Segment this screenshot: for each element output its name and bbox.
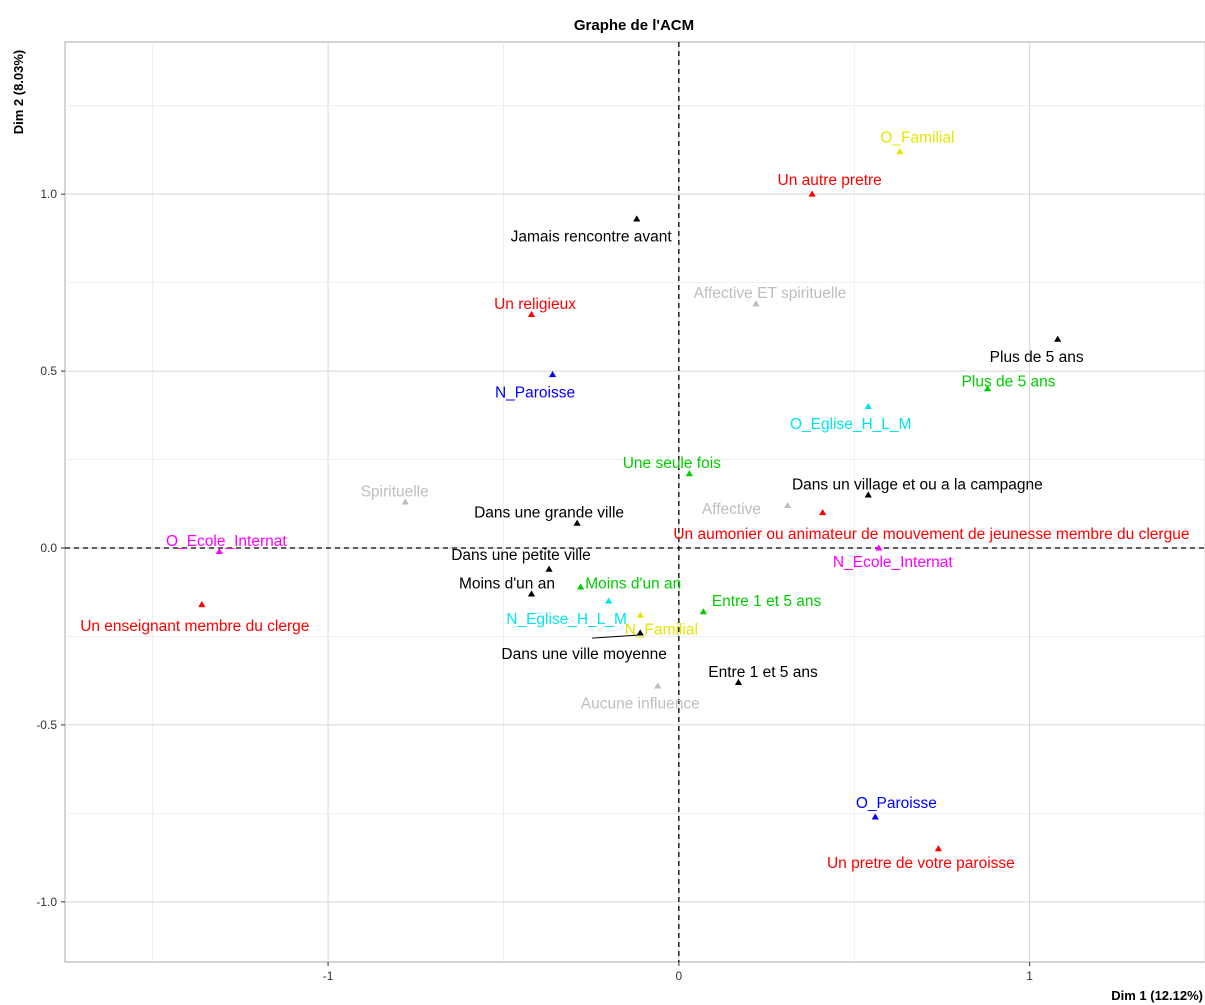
point-label: N_Ecole_Internat [833,554,953,571]
point-label: N_Eglise_H_L_M [506,611,627,628]
x-tick-label: -1 [323,969,334,983]
x-axis-title: Dim 1 (12.12%) [1111,988,1203,1003]
data-point [636,611,644,618]
data-point [864,491,872,498]
plot-background [64,41,1205,963]
y-tick-label: 1.0 [40,187,57,201]
point-label: Un aumonier ou animateur de mouvement de… [673,526,1189,543]
y-tick-label: 0.5 [40,364,57,378]
point-label: Un religieux [494,296,576,313]
point-label: Un pretre de votre paroisse [827,855,1015,872]
point-label: Dans une grande ville [474,505,624,522]
point-label: O_Familial [880,130,954,147]
label-leader-line [592,634,641,639]
y-axis-title: Dim 2 (8.03%) [11,50,26,135]
data-point [783,501,792,509]
point-label: O_Eglise_H_L_M [790,416,911,433]
point-label: N_Familial [625,621,698,638]
data-point [1054,335,1062,342]
data-point [734,678,743,685]
reference-lines [65,42,1205,962]
data-point [636,629,644,636]
data-point [573,519,581,526]
data-point [401,498,409,505]
point-label: O_Paroisse [856,795,937,812]
y-tick-label: -1.0 [36,895,57,909]
point-label: Une seule fois [623,455,721,472]
point-label: Moins d'un an [459,575,555,592]
point-label: Spirituelle [361,483,429,500]
point-label: Dans une petite ville [451,547,591,564]
data-point [605,597,613,604]
point-label: Dans un village et ou a la campagne [792,476,1043,493]
x-tick-label: 1 [1026,969,1033,983]
data-point [808,190,816,197]
data-point [577,583,585,590]
data-point [527,590,536,597]
data-point [699,608,707,615]
point-label: Un enseignant membre du clerge [80,618,309,635]
point-label: Plus de 5 ans [962,374,1056,391]
data-point [527,310,536,317]
data-point [685,470,693,477]
chart-title: Graphe de l'ACM [574,17,694,34]
data-point [198,601,206,608]
data-point [752,300,760,307]
data-point [871,813,879,820]
data-point [545,565,553,572]
point-label: O_Ecole_Internat [166,533,287,550]
data-point [896,148,904,155]
point-label: Dans une ville moyenne [501,646,666,663]
point-label: Un autre pretre [778,172,882,189]
data-point [654,682,662,689]
point-label: Affective [702,501,761,518]
point-label: Entre 1 et 5 ans [708,664,818,681]
data-point [215,547,223,555]
point-label: Jamais rencontre avant [511,229,673,246]
axis-ticks: -1 0 1 -1.0 -0.5 0.0 0.5 1.0 [36,187,1033,983]
point-label: Moins d'un an [585,575,681,592]
y-tick-label: 0.0 [40,541,57,555]
data-point [983,385,992,392]
data-point [819,509,827,516]
data-point [633,215,641,222]
point-label: Aucune influence [581,696,700,713]
data-point [934,845,943,852]
data-point [875,544,883,551]
point-label: N_Paroisse [495,384,575,401]
x-tick-label: 0 [676,969,683,983]
y-tick-label: -0.5 [36,718,57,732]
data-point [548,371,557,378]
point-label: Affective ET spirituelle [694,285,847,302]
point-labels: O_Familial Un autre pretre Jamais rencontr… [80,130,1189,872]
point-label: Plus de 5 ans [990,349,1084,366]
data-point [864,402,872,409]
point-label: Entre 1 et 5 ans [712,593,822,610]
data-points [198,148,1062,852]
